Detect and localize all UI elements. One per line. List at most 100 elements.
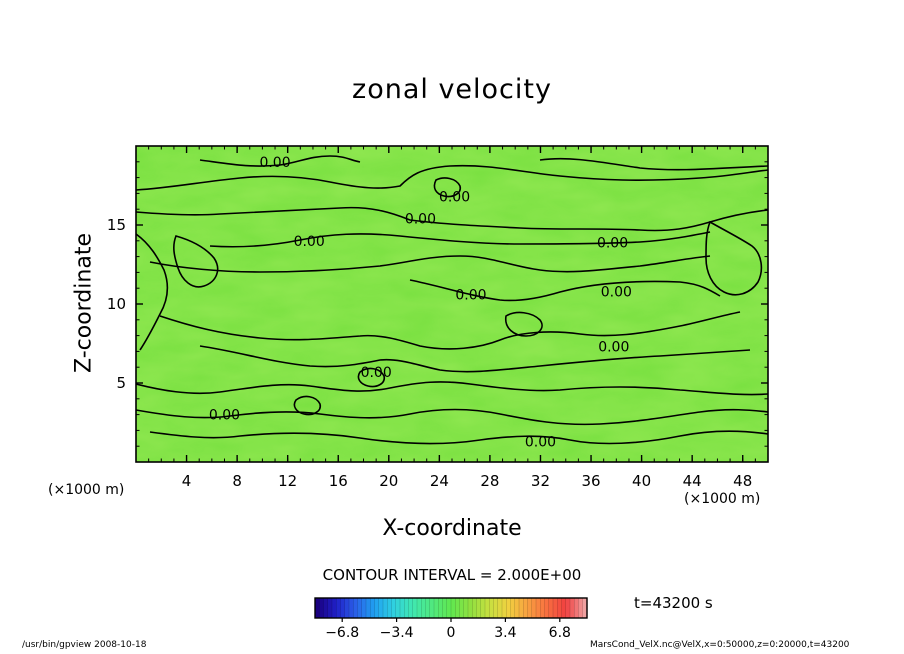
colorbar-swatch [340, 598, 346, 618]
contour-label: 0.00 [361, 365, 392, 381]
colorbar-swatch [391, 598, 397, 618]
colorbar-swatch [417, 598, 422, 618]
colorbar-swatch [519, 598, 524, 618]
colorbar-swatch [315, 598, 320, 618]
x-tick-label: 36 [581, 472, 600, 490]
colorbar-swatch [557, 598, 563, 618]
colorbar-swatch [442, 598, 448, 618]
colorbar-swatch [353, 598, 359, 618]
colorbar-swatch [366, 598, 371, 618]
colorbar: −6.8 −3.4 0 3.4 6.8 [314, 597, 588, 641]
contour-line [159, 311, 741, 350]
colorbar-swatch [408, 598, 414, 618]
colorbar-swatch [485, 598, 490, 618]
time-label: t=43200 s [634, 594, 713, 612]
contour-label: 0.00 [597, 235, 628, 251]
contour-line [199, 345, 751, 373]
colorbar-swatch [510, 598, 516, 618]
x-tick-label: 48 [733, 472, 752, 490]
contour-line [357, 367, 386, 388]
colorbar-swatch [395, 598, 401, 618]
x-tick-label: 44 [683, 472, 702, 490]
colorbar-swatch [323, 598, 329, 618]
contour-line [433, 177, 462, 198]
contour-label: 0.00 [525, 434, 556, 450]
footer-program-date: /usr/bin/gpview 2008-10-18 [22, 640, 147, 650]
colorbar-swatch [327, 598, 333, 618]
colorbar-swatch [565, 598, 571, 618]
colorbar-swatch [489, 598, 495, 618]
colorbar-swatch [374, 598, 380, 618]
colorbar-swatch [400, 598, 405, 618]
contour-line [136, 233, 169, 351]
x-tick-label: 16 [329, 472, 348, 490]
colorbar-swatch [370, 598, 376, 618]
x-tick-label: 8 [232, 472, 242, 490]
contour-label: 0.00 [601, 284, 632, 300]
contour-line [136, 164, 768, 191]
colorbar-swatch [570, 598, 575, 618]
contour-line [209, 231, 711, 248]
colorbar-tick-label: 0 [447, 625, 456, 641]
colorbar-swatch [361, 598, 367, 618]
colorbar-swatch [523, 598, 529, 618]
contour-line [149, 430, 768, 445]
colorbar-swatch [493, 598, 499, 618]
colorbar-swatch [434, 598, 439, 618]
contour-line [149, 255, 711, 273]
contour-line [199, 155, 361, 167]
colorbar-swatch [506, 598, 512, 618]
colorbar-swatch [404, 598, 410, 618]
contour-label: 0.00 [439, 190, 470, 206]
colorbar-swatch [412, 598, 418, 618]
colorbar-swatch [383, 598, 388, 618]
contour-label: 0.00 [598, 340, 629, 356]
colorbar-swatch [387, 598, 393, 618]
contour-line [173, 235, 219, 288]
colorbar-swatch [531, 598, 537, 618]
colorbar-tick-label: −6.8 [325, 625, 359, 641]
colorbar-swatch [514, 598, 520, 618]
colorbar-tick-label: 6.8 [549, 625, 571, 641]
y-axis-ticks: 5 10 15 [107, 145, 768, 463]
colorbar-swatch [476, 598, 482, 618]
x-tick-label: 32 [531, 472, 550, 490]
x-axis-ticks: 4 8 12 16 20 24 28 32 36 40 44 48 [135, 146, 769, 490]
colorbar-swatch [468, 598, 473, 618]
colorbar-swatch [357, 598, 363, 618]
contour-labels: 0.000.000.000.00 0.000.00 0.000.000.000.00… [209, 155, 632, 451]
x-tick-label: 28 [480, 472, 499, 490]
contour-label: 0.00 [209, 408, 240, 424]
colorbar-swatch [344, 598, 350, 618]
colorbar-swatch [502, 598, 507, 618]
colorbar-swatch [425, 598, 431, 618]
colorbar-swatch [446, 598, 452, 618]
colorbar-swatch [332, 598, 337, 618]
contour-label: 0.00 [455, 288, 486, 304]
y-tick-label: 10 [107, 295, 126, 313]
y-tick-label: 5 [116, 374, 126, 392]
contour-label: 0.00 [294, 234, 325, 250]
colorbar-swatch [378, 598, 384, 618]
colorbar-swatch [544, 598, 550, 618]
plot-area: 0.000.000.000.00 0.000.00 0.000.000.000.00… [135, 145, 769, 463]
colorbar-swatch [336, 598, 342, 618]
colorbar-swatch [536, 598, 541, 618]
contour-line [705, 220, 763, 296]
contour-line [136, 206, 768, 232]
colorbar-tick-label: −3.4 [380, 625, 414, 641]
colorbar-swatch [582, 598, 588, 618]
colorbar-swatch [480, 598, 486, 618]
colorbar-swatch [497, 598, 503, 618]
y-tick-label: 15 [107, 216, 126, 234]
x-axis-label: X-coordinate [382, 516, 522, 541]
colorbar-swatch [421, 598, 427, 618]
x-tick-label: 40 [632, 472, 651, 490]
contour-line [504, 311, 543, 337]
contour-line [136, 408, 768, 426]
colorbar-swatch [548, 598, 554, 618]
colorbar-swatch [463, 598, 469, 618]
x-axis-unit: (×1000 m) [684, 491, 761, 507]
colorbar-swatch [451, 598, 456, 618]
